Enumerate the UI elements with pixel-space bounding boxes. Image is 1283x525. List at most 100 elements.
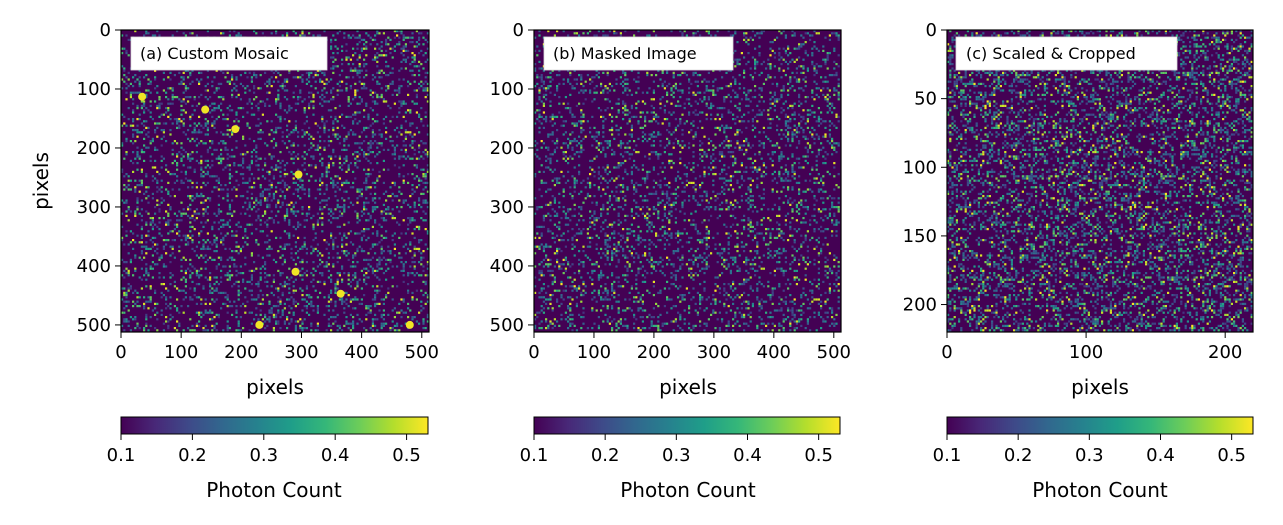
heatmap-cell: [200, 247, 203, 250]
heatmap-cell: [360, 47, 363, 50]
heatmap-cell: [162, 131, 165, 134]
heatmap-cell: [259, 74, 262, 77]
heatmap-cell: [143, 104, 146, 107]
heatmap-cell: [376, 269, 379, 272]
heatmap-cell: [253, 85, 256, 88]
heatmap-cell: [778, 47, 781, 50]
heatmap-cell: [804, 96, 807, 99]
heatmap-cell: [760, 30, 763, 33]
heatmap-cell: [321, 80, 324, 83]
heatmap-cell: [791, 71, 794, 74]
heatmap-cell: [217, 107, 220, 110]
heatmap-cell: [250, 252, 253, 255]
heatmap-cell: [160, 179, 163, 182]
heatmap-cell: [246, 236, 249, 239]
heatmap-cell: [545, 89, 548, 92]
heatmap-cell: [167, 181, 170, 184]
heatmap-cell: [776, 85, 779, 88]
heatmap-cell: [418, 60, 421, 63]
heatmap-cell: [316, 219, 319, 222]
heatmap-cell: [409, 250, 412, 253]
heatmap-cell: [171, 245, 174, 248]
heatmap-cell: [343, 36, 346, 39]
heatmap-cell: [171, 148, 174, 151]
heatmap-cell: [376, 265, 379, 268]
heatmap-cell: [277, 80, 280, 83]
heatmap-cell: [121, 87, 124, 90]
heatmap-cell: [586, 74, 589, 77]
heatmap-cell: [165, 122, 168, 125]
heatmap-cell: [341, 181, 344, 184]
heatmap-cell: [231, 93, 234, 96]
heatmap-cell: [261, 302, 264, 305]
heatmap-cell: [132, 85, 135, 88]
heatmap-cell: [173, 285, 176, 288]
heatmap-cell: [694, 32, 697, 35]
heatmap-cell: [233, 164, 236, 167]
heatmap-cell: [426, 316, 429, 319]
heatmap-cell: [136, 223, 139, 226]
heatmap-cell: [811, 47, 814, 50]
heatmap-cell: [391, 144, 394, 147]
heatmap-cell: [358, 232, 361, 235]
heatmap-cell: [382, 236, 385, 239]
heatmap-cell: [248, 206, 251, 209]
heatmap-cell: [426, 124, 429, 127]
heatmap-cell: [145, 175, 148, 178]
heatmap-cell: [604, 34, 607, 37]
heatmap-cell: [624, 74, 627, 77]
heatmap-cell: [279, 126, 282, 129]
heatmap-cell: [233, 258, 236, 261]
heatmap-cell: [226, 195, 229, 198]
heatmap-cell: [248, 311, 251, 314]
heatmap-cell: [193, 210, 196, 213]
heatmap-cell: [136, 155, 139, 158]
heatmap-cell: [374, 155, 377, 158]
colorbar-tick-label: 0.4: [321, 445, 350, 466]
heatmap-cell: [380, 87, 383, 90]
heatmap-cell: [123, 287, 126, 290]
heatmap-cell: [248, 126, 251, 129]
heatmap-cell: [191, 217, 194, 220]
heatmap-cell: [374, 56, 377, 59]
heatmap-cell: [154, 87, 157, 90]
heatmap-cell: [231, 274, 234, 277]
heatmap-cell: [187, 243, 190, 246]
heatmap-cell: [365, 32, 368, 35]
heatmap-cell: [424, 219, 427, 222]
heatmap-cell: [402, 179, 405, 182]
heatmap-cell: [248, 89, 251, 92]
heatmap-cell: [279, 175, 282, 178]
heatmap-cell: [411, 135, 414, 138]
heatmap-cell: [211, 122, 214, 125]
heatmap-cell: [336, 175, 339, 178]
heatmap-cell: [154, 243, 157, 246]
heatmap-cell: [426, 168, 429, 171]
heatmap-cell: [602, 34, 605, 37]
heatmap-cell: [600, 109, 603, 112]
heatmap-cell: [360, 247, 363, 250]
heatmap-cell: [132, 142, 135, 145]
heatmap-cell: [714, 34, 717, 37]
heatmap-cell: [235, 234, 238, 237]
heatmap-cell: [365, 258, 368, 261]
heatmap-cell: [332, 245, 335, 248]
heatmap-cell: [294, 245, 297, 248]
heatmap-cell: [266, 199, 269, 202]
heatmap-cell: [129, 82, 132, 85]
heatmap-cell: [712, 93, 715, 96]
heatmap-cell: [140, 228, 143, 231]
heatmap-cell: [400, 100, 403, 103]
heatmap-cell: [385, 115, 388, 118]
heatmap-cell: [323, 71, 326, 74]
heatmap-cell: [332, 212, 335, 215]
heatmap-cell: [123, 311, 126, 314]
x-tick-label: 0: [115, 342, 126, 363]
heatmap-cell: [424, 280, 427, 283]
heatmap-cell: [169, 313, 172, 316]
heatmap-cell: [224, 146, 227, 149]
heatmap-cell: [125, 140, 128, 143]
heatmap-cell: [729, 96, 732, 99]
heatmap-cell: [542, 80, 545, 83]
heatmap-cell: [396, 34, 399, 37]
